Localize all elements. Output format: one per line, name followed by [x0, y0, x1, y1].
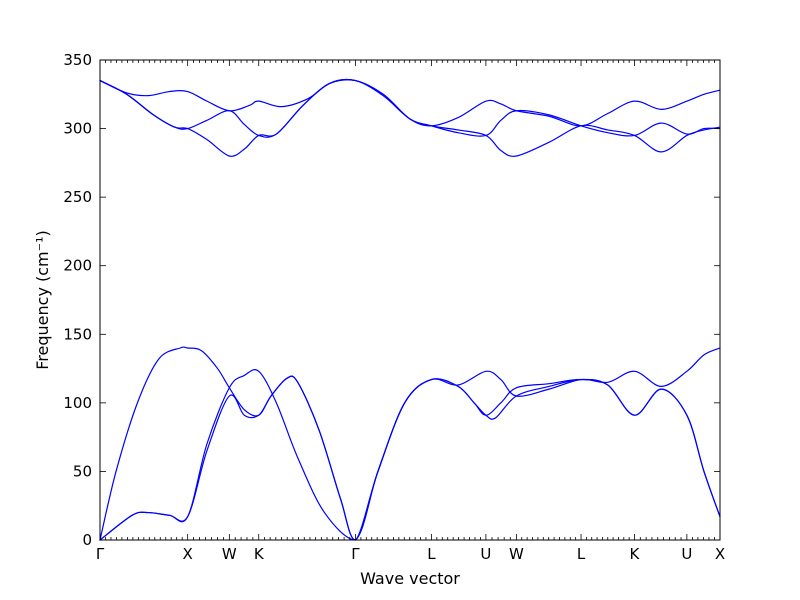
x-axis-title: Wave vector — [360, 569, 460, 588]
y-tick-label: 200 — [63, 257, 92, 275]
x-tick-label: Γ — [351, 545, 360, 563]
x-tick-label: K — [254, 545, 265, 563]
x-tick-label: U — [480, 545, 491, 563]
band-line-5 — [99, 78, 721, 138]
plot-frame — [99, 59, 721, 541]
band-line-2 — [99, 347, 721, 541]
band-line-3 — [99, 375, 721, 541]
x-tick-label: L — [577, 545, 586, 563]
y-tick-label: 100 — [63, 394, 92, 412]
y-tick-label: 300 — [63, 120, 92, 138]
x-tick-label: K — [630, 545, 641, 563]
y-tick-label: 350 — [63, 51, 92, 69]
x-tick-label: L — [427, 545, 436, 563]
y-tick-label: 250 — [63, 188, 92, 206]
x-tick-label: Γ — [96, 545, 105, 563]
x-tick-label: X — [715, 545, 725, 563]
x-tick-label: U — [681, 545, 692, 563]
x-tick-label: X — [183, 545, 193, 563]
x-tick-label: W — [222, 545, 237, 563]
y-tick-label: 150 — [63, 325, 92, 343]
band-line-1 — [99, 346, 721, 541]
band-lines — [99, 78, 721, 541]
x-tick-label: W — [509, 545, 524, 563]
y-tick-label: 0 — [82, 531, 92, 549]
y-axis-ticks: 0 50 100 150 200 250 300 350 — [63, 51, 720, 549]
y-tick-label: 50 — [73, 462, 92, 480]
band-line-6 — [99, 78, 721, 157]
y-axis-title: Frequency (cm⁻¹) — [33, 230, 52, 369]
